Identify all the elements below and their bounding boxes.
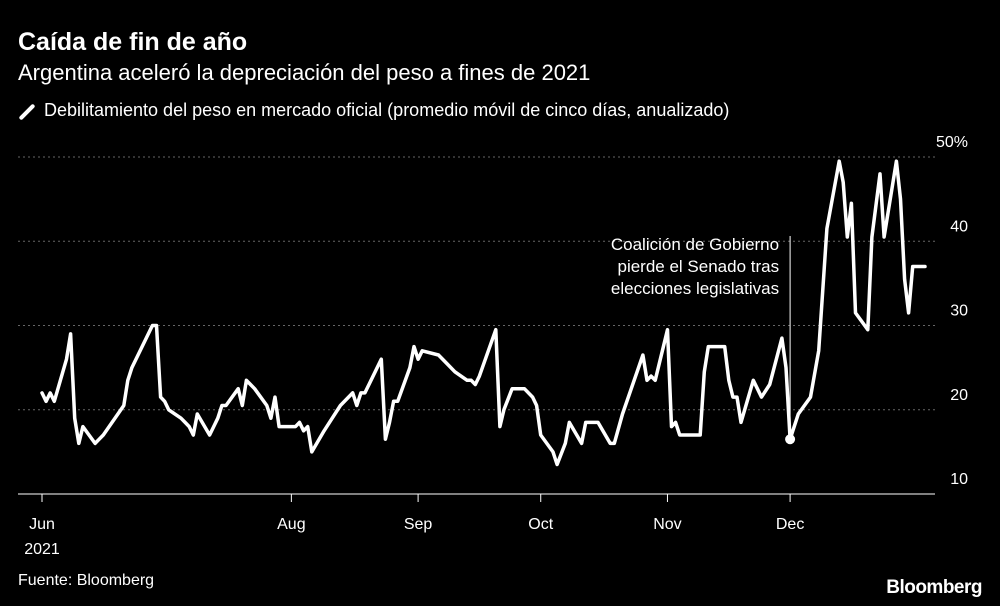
series-layer [40,159,927,467]
y-tick-label: 50% [936,134,968,151]
x-tick-label: Nov [653,516,681,533]
annotation-text: pierde el Senado tras [617,257,779,276]
y-tick-label: 30 [950,303,968,320]
annotation: Coalición de Gobierno pierde el Senado tr… [611,235,791,440]
chart-title: Caída de fin de año [18,28,248,56]
series-line [40,159,927,467]
source-note: Fuente: Bloomberg [18,572,155,589]
x-tick-year-label: 2021 [24,541,60,558]
y-axis-ticks: 10 20 30 40 50% [936,134,968,488]
x-tick-label: Aug [277,516,305,533]
x-tick-label: Jun [29,516,55,533]
legend: Debilitamiento del peso en mercado ofici… [18,100,729,121]
annotation-marker [785,434,796,445]
annotation-text: Coalición de Gobierno [611,235,779,254]
x-tick-label: Dec [776,516,804,533]
y-tick-label: 40 [950,218,968,235]
annotation-text: elecciones legislativas [611,279,779,298]
bloomberg-logo: Bloomberg [886,577,982,598]
x-tick-label: Oct [528,516,553,533]
gridlines [18,156,935,411]
y-tick-label: 20 [950,387,968,404]
chart-subtitle: Argentina aceleró la depreciación del pe… [18,60,591,85]
legend-label: Debilitamiento del peso en mercado ofici… [44,100,730,120]
x-axis: Jun 2021 Aug Sep Oct Nov Dec [18,493,935,558]
y-tick-label: 10 [950,471,968,488]
x-tick-label: Sep [404,516,433,533]
